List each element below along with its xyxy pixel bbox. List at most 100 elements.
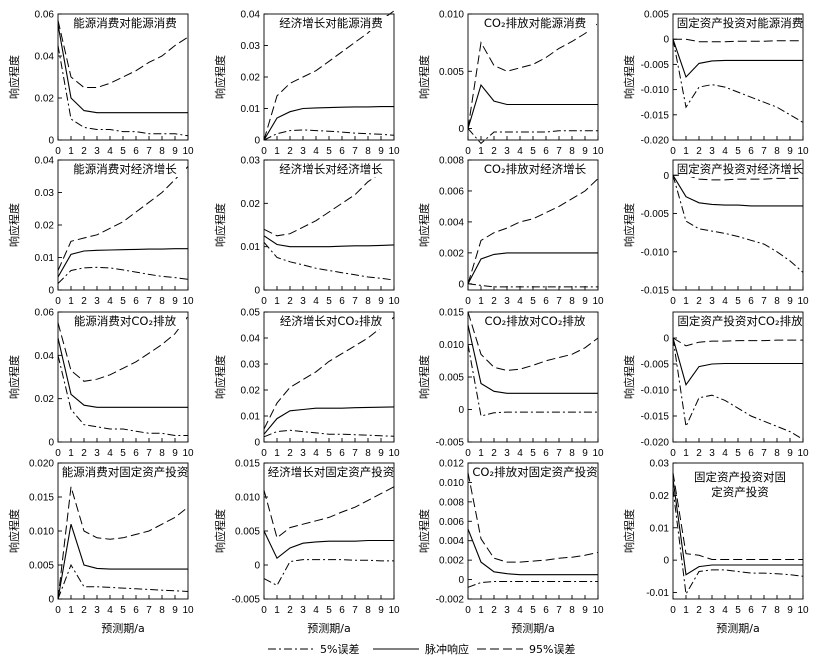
series-line-solid	[467, 252, 598, 285]
title-backing	[270, 314, 392, 329]
x-tick-label: 3	[300, 605, 306, 616]
y-tick-label: 0	[254, 136, 260, 147]
panel-title: 能源消费对固定资产投资	[62, 465, 189, 479]
x-tick-label: 1	[68, 605, 74, 616]
x-axis-label: 预测期/a	[511, 622, 554, 635]
x-tick-label: 5	[735, 448, 741, 459]
x-tick-label: 10	[592, 296, 604, 307]
series-line-dashdot	[672, 39, 804, 123]
y-tick-label: -0.010	[641, 85, 670, 96]
x-tick-label: 7	[146, 605, 152, 616]
x-tick-label: 6	[133, 605, 139, 616]
x-axis-label: 预测期/a	[307, 622, 350, 635]
y-axis-label: 响应程度	[417, 509, 431, 553]
x-tick-label: 0	[261, 146, 267, 157]
y-tick-label: -0.010	[641, 247, 670, 258]
y-axis-label: 响应程度	[417, 203, 431, 247]
x-tick-label: 7	[761, 146, 767, 157]
legend-label: 脉冲响应	[425, 642, 469, 656]
x-tick-label: 6	[748, 296, 754, 307]
y-tick-label: 0.010	[439, 10, 464, 21]
x-tick-label: 4	[313, 605, 319, 616]
y-tick-label: 0.005	[439, 373, 464, 384]
x-tick-label: 2	[81, 296, 87, 307]
series-line-dashed	[467, 22, 599, 129]
x-tick-label: 5	[326, 296, 332, 307]
x-tick-label: 1	[683, 296, 689, 307]
x-tick-label: 8	[159, 146, 165, 157]
x-tick-label: 9	[378, 296, 384, 307]
panel-title: CO₂排放对能源消费	[484, 16, 586, 30]
x-tick-label: 7	[761, 296, 767, 307]
y-tick-label: 0.04	[35, 156, 55, 167]
legend: 5%误差 脉冲响应 95%误差	[268, 642, 575, 656]
x-tick-label: 1	[68, 146, 74, 157]
x-tick-label: 5	[530, 448, 536, 459]
plot-frame	[263, 13, 395, 141]
x-tick-label: 5	[120, 448, 126, 459]
x-tick-label: 10	[797, 448, 809, 459]
series-line-dashed	[672, 472, 803, 560]
x-tick-label: 9	[582, 146, 588, 157]
panel-title: 能源消费对能源消费	[73, 16, 177, 30]
series-line-dashed	[673, 174, 803, 181]
x-tick-label: 6	[133, 296, 139, 307]
x-tick-label: 10	[182, 605, 194, 616]
x-tick-label: 3	[94, 605, 100, 616]
series-line-dashdot	[672, 488, 804, 596]
panel-2: 00.010.020.030.040 1 2 3 4 5 6 7 8 9 10经济增长对能源消费响应…	[213, 10, 400, 158]
series-line-dashdot	[467, 128, 598, 145]
x-tick-label: 2	[491, 605, 497, 616]
panel-title: 固定资产投资对经济增长	[677, 162, 804, 176]
y-tick-label: 0.04	[35, 52, 55, 63]
x-tick-label: 1	[683, 448, 689, 459]
x-tick-label: 3	[300, 448, 306, 459]
y-axis-label: 响应程度	[213, 509, 227, 553]
x-tick-label: 7	[556, 296, 562, 307]
x-tick-label: 4	[517, 296, 523, 307]
y-tick-label: -0.002	[436, 595, 465, 606]
x-tick-label: 2	[491, 296, 497, 307]
x-tick-label: 5	[735, 146, 741, 157]
y-tick-label: 0.005	[644, 10, 669, 21]
x-tick-label: 4	[722, 296, 728, 307]
y-tick-label: 0.03	[241, 156, 261, 167]
x-tick-label: 8	[774, 296, 780, 307]
series-line-dashdot	[467, 344, 598, 417]
y-tick-label: -0.015	[641, 286, 670, 297]
x-tick-label: 9	[787, 448, 793, 459]
y-tick-label: 0.03	[650, 459, 670, 470]
y-tick-label: 0.010	[439, 340, 464, 351]
x-tick-label: 8	[159, 296, 165, 307]
y-tick-label: 0	[458, 575, 464, 586]
panel-grid: 00.020.040.060 1 2 3 4 5 6 7 8 9 10能源消费对能源消费响应程度00…	[7, 10, 809, 617]
x-tick-label: 5	[530, 296, 536, 307]
x-tick-label: 8	[365, 605, 371, 616]
x-tick-label: 9	[172, 448, 178, 459]
y-axis-label: 响应程度	[622, 355, 636, 399]
title-backing	[679, 314, 801, 329]
y-axis-label: 响应程度	[7, 203, 21, 247]
x-tick-label: 5	[735, 296, 741, 307]
y-axis-label: 响应程度	[622, 55, 636, 99]
series-line-dashdot	[263, 559, 394, 587]
series-line-dashdot	[467, 581, 598, 588]
y-tick-label: -0.01	[646, 588, 669, 599]
y-tick-label: 0	[458, 405, 464, 416]
x-tick-label: 4	[313, 448, 319, 459]
x-tick-label: 8	[365, 296, 371, 307]
y-tick-label: 0	[48, 286, 54, 297]
x-tick-label: 8	[774, 605, 780, 616]
x-tick-label: 4	[517, 448, 523, 459]
plot-frame	[672, 13, 804, 141]
y-tick-label: 0.010	[235, 493, 260, 504]
x-tick-label: 10	[182, 146, 194, 157]
panel-title: 能源消费对经济增长	[73, 162, 177, 176]
